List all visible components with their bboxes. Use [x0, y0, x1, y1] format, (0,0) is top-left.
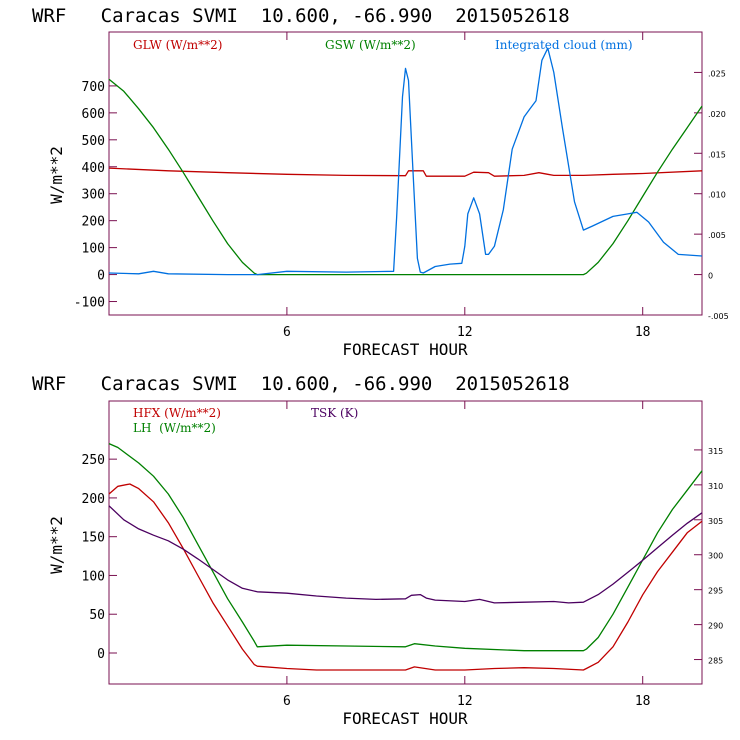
bottom-series-group [108, 443, 703, 671]
top-y2tick-label: .025 [708, 69, 726, 78]
bottom-y2tick-label: 315 [708, 447, 723, 456]
bottom-y2tick-label: 285 [708, 657, 723, 666]
top-xtick-label: 6 [283, 325, 291, 340]
top-xtick-label: 18 [635, 325, 651, 340]
bottom-ytick-label: 0 [97, 647, 105, 662]
top-ytick-label: 600 [82, 107, 105, 122]
top-ytick-label: -100 [74, 296, 105, 311]
top-ytick-label: 500 [82, 134, 105, 149]
top-ytick-label: 700 [82, 80, 105, 95]
bottom-chart: WRF Caracas SVMI 10.600, -66.990 2015052… [32, 373, 723, 728]
legend-cloud: Integrated cloud (mm) [495, 38, 633, 52]
bottom-ytick-label: 50 [89, 608, 105, 623]
legend-gsw: GSW (W/m**2) [325, 38, 416, 52]
top-series-group [108, 47, 703, 276]
top-ytick-label: 200 [82, 215, 105, 230]
bottom-chart-title: WRF Caracas SVMI 10.600, -66.990 2015052… [32, 373, 570, 395]
bottom-plot-frame [108, 400, 703, 685]
top-axes: 6 12 18 -100 0 100 200 300 400 500 600 700 -.005 0 .00… [74, 32, 729, 340]
bottom-ytick-label: 100 [82, 569, 105, 584]
bottom-y2tick-label: 305 [708, 517, 723, 526]
bottom-y2tick-label: 290 [708, 622, 723, 631]
legend-hfx: HFX (W/m**2) [133, 406, 221, 420]
top-plot-frame [108, 31, 703, 316]
bottom-xlabel: FORECAST HOUR [342, 709, 468, 728]
top-y2tick-label: .010 [708, 191, 726, 200]
top-y2tick-label: 0 [708, 272, 713, 281]
top-xlabel: FORECAST HOUR [342, 340, 468, 359]
bottom-ytick-label: 200 [82, 492, 105, 507]
bottom-y2tick-label: 295 [708, 587, 723, 596]
bottom-xtick-label: 18 [635, 694, 651, 709]
bottom-series-hfx-line [108, 483, 703, 671]
top-ytick-label: 400 [82, 161, 105, 176]
bottom-ytick-label: 150 [82, 531, 105, 546]
top-series-glw-line [108, 167, 703, 177]
bottom-xtick-label: 12 [457, 694, 473, 709]
bottom-axes: 6 12 18 0 50 100 150 200 250 285 290 295 300 305 310 31… [82, 401, 723, 709]
bottom-series-tsk-line [108, 505, 703, 604]
bottom-xtick-label: 6 [283, 694, 291, 709]
top-ytick-label: 300 [82, 188, 105, 203]
legend-lh: LH (W/m**2) [133, 421, 216, 435]
top-series-gsw-line [108, 78, 703, 276]
bottom-ytick-label: 250 [82, 453, 105, 468]
top-ytick-label: 0 [97, 269, 105, 284]
legend-tsk: TSK (K) [311, 406, 358, 420]
bottom-ylabel: W/m**2 [47, 516, 66, 574]
legend-glw: GLW (W/m**2) [133, 38, 222, 52]
top-y2tick-label: -.005 [708, 312, 729, 321]
bottom-series-lh-line [108, 443, 703, 652]
top-ytick-label: 100 [82, 242, 105, 257]
top-chart-title: WRF Caracas SVMI 10.600, -66.990 2015052… [32, 5, 570, 27]
bottom-y2tick-label: 300 [708, 552, 723, 561]
top-series-integrated-line [108, 47, 703, 276]
top-y2tick-label: .005 [708, 231, 726, 240]
top-ylabel: W/m**2 [47, 146, 66, 204]
top-chart: WRF Caracas SVMI 10.600, -66.990 2015052… [32, 5, 729, 359]
top-xtick-label: 12 [457, 325, 473, 340]
bottom-y2tick-label: 310 [708, 482, 723, 491]
top-y2tick-label: .020 [708, 110, 726, 119]
top-y2tick-label: .015 [708, 150, 726, 159]
